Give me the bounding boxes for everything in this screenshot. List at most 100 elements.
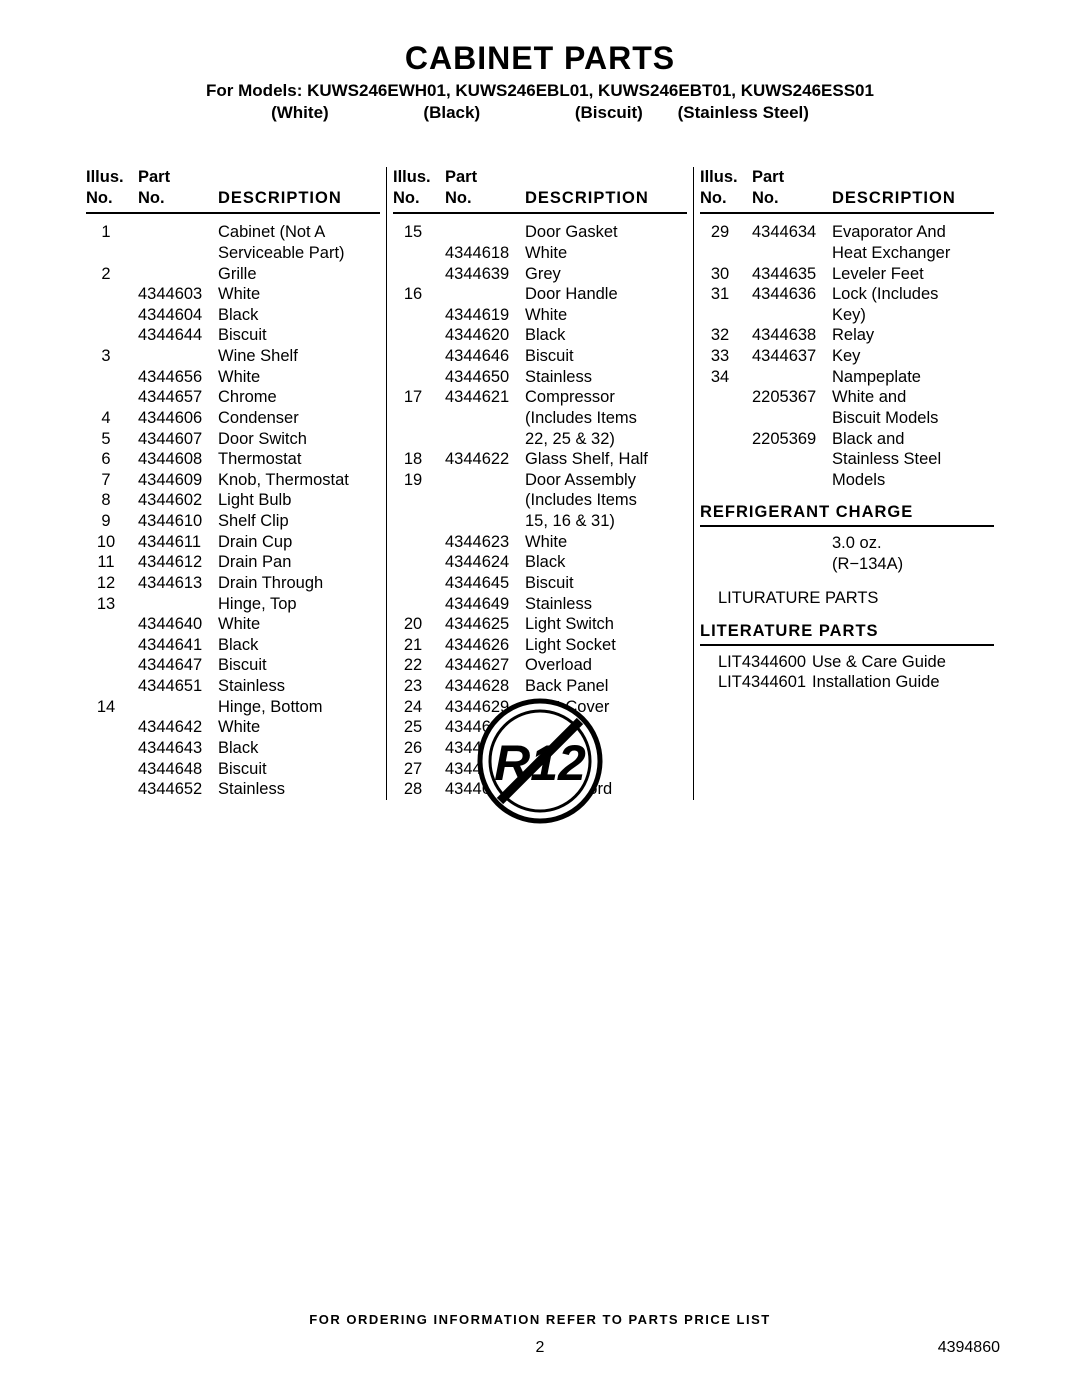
illus-no <box>86 614 138 635</box>
document-number: 4394860 <box>938 1339 1000 1357</box>
description: 15, 16 & 31) <box>525 511 687 532</box>
description: White and <box>832 387 994 408</box>
description: Biscuit Models <box>832 408 994 429</box>
table-row: 2Grille <box>86 264 380 285</box>
part-no <box>445 222 525 243</box>
table-row: 4344623White <box>393 532 687 553</box>
description: Glass Shelf, Half <box>525 449 687 470</box>
hdr-part-no: No. <box>138 188 218 209</box>
illus-no <box>86 243 138 264</box>
illus-no: 14 <box>86 697 138 718</box>
illus-no <box>393 429 445 450</box>
description: Biscuit <box>218 325 380 346</box>
table-row: 34Nampeplate <box>700 367 994 388</box>
lit-desc: Use & Care Guide <box>812 652 994 673</box>
description: 22, 25 & 32) <box>525 429 687 450</box>
illus-no <box>86 759 138 780</box>
illus-no <box>700 387 752 408</box>
illus-no: 28 <box>393 779 445 800</box>
illus-no <box>393 243 445 264</box>
part-no: 2205369 <box>752 429 832 450</box>
part-no: 4344646 <box>445 346 525 367</box>
part-no <box>752 408 832 429</box>
color-stainless: (Stainless Steel) <box>678 103 809 123</box>
table-row: 4344647Biscuit <box>86 655 380 676</box>
description: Light Socket <box>525 635 687 656</box>
illus-no <box>700 243 752 264</box>
table-row: 304344635Leveler Feet <box>700 264 994 285</box>
hdr-illus-no: No. <box>393 188 445 209</box>
part-no: 4344639 <box>445 264 525 285</box>
table-row: 4344640White <box>86 614 380 635</box>
table-row: 294344634Evaporator And <box>700 222 994 243</box>
part-no: 4344647 <box>138 655 218 676</box>
description: Compressor <box>525 387 687 408</box>
illus-no <box>393 552 445 573</box>
hdr-illus: Illus. <box>86 167 138 188</box>
description: Stainless <box>218 779 380 800</box>
description: Drain Through <box>218 573 380 594</box>
description: Stainless <box>218 676 380 697</box>
part-no <box>445 408 525 429</box>
part-no <box>445 470 525 491</box>
table-row: 14Hinge, Bottom <box>86 697 380 718</box>
footer-note: FOR ORDERING INFORMATION REFER TO PARTS … <box>0 1312 1080 1327</box>
part-no: 4344642 <box>138 717 218 738</box>
hdr-desc: DESCRIPTION <box>832 188 994 209</box>
literature-row: LIT4344601Installation Guide <box>700 672 994 693</box>
part-no <box>138 346 218 367</box>
table-row: 15Door Gasket <box>393 222 687 243</box>
part-no: 4344635 <box>752 264 832 285</box>
illus-no: 31 <box>700 284 752 305</box>
table-row: 4344642White <box>86 717 380 738</box>
description: White <box>218 284 380 305</box>
table-row: 314344636Lock (Includes <box>700 284 994 305</box>
color-biscuit: (Biscuit) <box>575 103 643 123</box>
illus-no <box>393 325 445 346</box>
table-row: 4344644Biscuit <box>86 325 380 346</box>
illus-no: 33 <box>700 346 752 367</box>
part-no: 4344623 <box>445 532 525 553</box>
models-line: For Models: KUWS246EWH01, KUWS246EBL01, … <box>80 81 1000 101</box>
description: Wine Shelf <box>218 346 380 367</box>
table-row: 4344604Black <box>86 305 380 326</box>
illus-no <box>86 387 138 408</box>
table-row: 214344626Light Socket <box>393 635 687 656</box>
illus-no: 6 <box>86 449 138 470</box>
illus-no: 22 <box>393 655 445 676</box>
illus-no <box>86 635 138 656</box>
description: Shelf Clip <box>218 511 380 532</box>
illus-no: 9 <box>86 511 138 532</box>
illus-no <box>393 408 445 429</box>
col3-header: Illus. No. Part No. DESCRIPTION <box>700 167 994 214</box>
part-no: 4344610 <box>138 511 218 532</box>
part-no: 4344612 <box>138 552 218 573</box>
color-white: (White) <box>271 103 329 123</box>
table-row: 4344657Chrome <box>86 387 380 408</box>
illus-no: 34 <box>700 367 752 388</box>
part-no: 4344607 <box>138 429 218 450</box>
description: Stainless <box>525 594 687 615</box>
table-row: 2205367White and <box>700 387 994 408</box>
illus-no <box>86 305 138 326</box>
description: Biscuit <box>218 759 380 780</box>
table-row: (Includes Items <box>393 490 687 511</box>
illus-no: 24 <box>393 697 445 718</box>
part-no: 4344613 <box>138 573 218 594</box>
hdr-illus: Illus. <box>393 167 445 188</box>
illus-no: 16 <box>393 284 445 305</box>
part-no: 4344641 <box>138 635 218 656</box>
description: Light Switch <box>525 614 687 635</box>
table-row: 4344641Black <box>86 635 380 656</box>
part-no: 4344652 <box>138 779 218 800</box>
description: Knob, Thermostat <box>218 470 380 491</box>
lit-part-no: LIT4344600 <box>700 652 812 673</box>
table-row: Models <box>700 470 994 491</box>
illus-no <box>700 470 752 491</box>
part-no: 4344627 <box>445 655 525 676</box>
part-no <box>445 511 525 532</box>
part-no: 4344651 <box>138 676 218 697</box>
part-no: 2205367 <box>752 387 832 408</box>
col1-body: 1Cabinet (Not AServiceable Part)2Grille4… <box>86 222 380 800</box>
illus-no <box>393 490 445 511</box>
